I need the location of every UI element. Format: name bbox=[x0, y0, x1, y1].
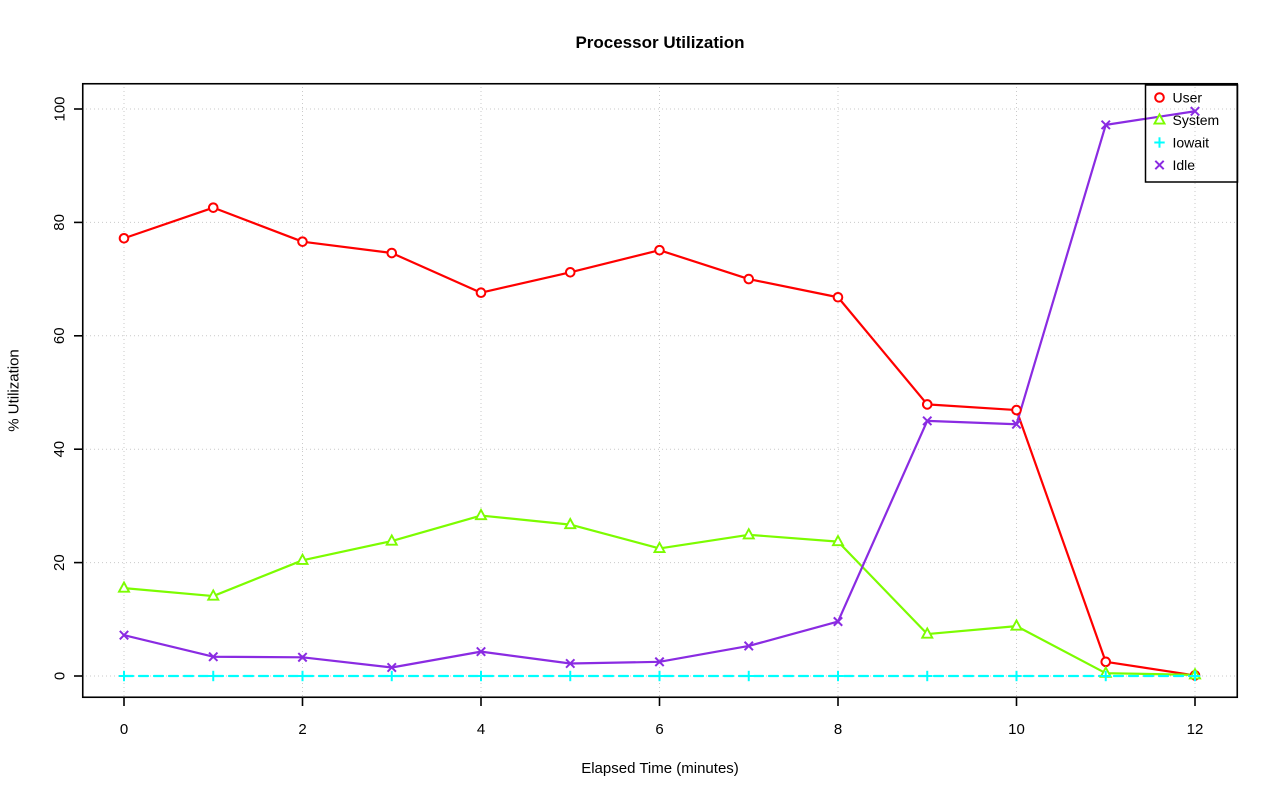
x-tick-label: 6 bbox=[655, 721, 663, 738]
circle-marker bbox=[743, 273, 755, 285]
circle-marker bbox=[564, 266, 576, 278]
x-tick-label: 8 bbox=[834, 721, 842, 738]
triangle-marker bbox=[206, 588, 220, 601]
circle-marker bbox=[118, 232, 130, 244]
triangle-marker bbox=[117, 580, 131, 593]
circle-marker bbox=[832, 291, 844, 303]
x-marker bbox=[565, 658, 576, 669]
legend-label-user: User bbox=[1173, 89, 1203, 105]
triangle-marker bbox=[474, 507, 488, 521]
x-axis-label: Elapsed Time (minutes) bbox=[581, 760, 739, 777]
circle-marker bbox=[297, 236, 308, 247]
legend-box bbox=[1144, 84, 1239, 183]
circle-marker bbox=[654, 244, 665, 256]
legend-label-system: System bbox=[1173, 112, 1220, 128]
circle-marker bbox=[1154, 92, 1165, 103]
triangle-marker bbox=[742, 527, 756, 540]
triangle-marker bbox=[831, 534, 845, 547]
x-marker bbox=[1190, 106, 1200, 117]
x-marker bbox=[833, 616, 843, 627]
x-marker bbox=[476, 646, 486, 657]
x-tick-label: 4 bbox=[477, 721, 485, 738]
x-marker bbox=[119, 630, 129, 641]
circle-marker bbox=[921, 399, 933, 410]
triangle-marker bbox=[1152, 112, 1167, 125]
plot-canvas: 0 2 4 6 8 10 12 0 20 40 60 80 100 User System Iowait Idl… bbox=[51, 82, 1239, 738]
triangle-marker bbox=[295, 552, 310, 565]
x-tick-label: 2 bbox=[298, 721, 306, 738]
x-tick-label: 12 bbox=[1187, 721, 1204, 738]
circle-marker bbox=[1011, 404, 1022, 416]
x-marker bbox=[654, 656, 665, 667]
x-marker bbox=[208, 651, 219, 662]
circle-marker bbox=[207, 202, 219, 213]
legend-label-iowait: Iowait bbox=[1173, 134, 1210, 150]
triangle-marker bbox=[920, 626, 934, 639]
x-tick-label: 10 bbox=[1008, 721, 1025, 738]
series-idle-line bbox=[122, 110, 1197, 669]
circle-marker bbox=[386, 247, 398, 259]
y-tick-label: 80 bbox=[51, 214, 68, 231]
triangle-marker bbox=[563, 517, 577, 530]
y-tick-label: 100 bbox=[51, 96, 68, 121]
legend-label-idle: Idle bbox=[1173, 157, 1196, 173]
x-marker bbox=[1100, 119, 1111, 130]
x-marker bbox=[743, 641, 754, 651]
y-tick-label: 60 bbox=[51, 327, 68, 344]
y-tick-label: 20 bbox=[51, 554, 68, 571]
chart-title: Processor Utilization bbox=[575, 33, 745, 52]
x-tick-label: 0 bbox=[120, 721, 128, 738]
y-tick-label: 40 bbox=[51, 441, 68, 458]
series-user-line bbox=[122, 206, 1197, 677]
x-marker bbox=[386, 662, 397, 673]
x-marker bbox=[922, 415, 933, 426]
triangle-marker bbox=[385, 533, 399, 546]
circle-marker bbox=[475, 287, 487, 299]
circle-marker bbox=[1100, 656, 1112, 668]
y-tick-label: 0 bbox=[51, 672, 68, 680]
x-marker bbox=[1011, 419, 1022, 430]
plot-border bbox=[81, 82, 1239, 699]
y-axis-label: % Utilization bbox=[5, 349, 23, 432]
triangle-marker bbox=[652, 540, 667, 553]
x-marker bbox=[297, 652, 308, 663]
triangle-marker bbox=[1009, 618, 1024, 631]
x-marker bbox=[1154, 160, 1165, 170]
